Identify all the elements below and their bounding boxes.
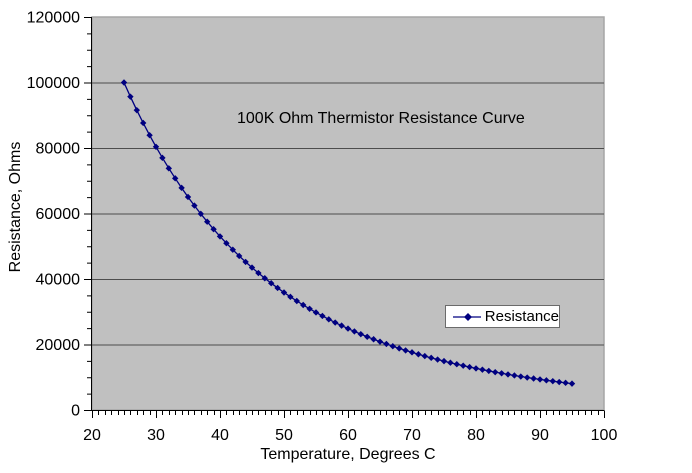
svg-text:60: 60 bbox=[339, 427, 357, 444]
axis-ticks bbox=[84, 17, 605, 418]
svg-text:30: 30 bbox=[147, 427, 165, 444]
legend-series-marker-icon bbox=[453, 312, 481, 321]
svg-text:80000: 80000 bbox=[36, 141, 81, 158]
svg-text:60000: 60000 bbox=[36, 206, 81, 223]
svg-text:100: 100 bbox=[591, 427, 618, 444]
x-tick-labels: 20 30 40 50 60 70 80 90 100 bbox=[83, 427, 617, 444]
legend-label: Resistance bbox=[484, 308, 559, 325]
y-gridlines bbox=[92, 82, 604, 346]
svg-text:50: 50 bbox=[275, 427, 293, 444]
svg-text:40000: 40000 bbox=[36, 272, 81, 289]
svg-text:90: 90 bbox=[531, 427, 549, 444]
svg-text:70: 70 bbox=[403, 427, 421, 444]
svg-text:120000: 120000 bbox=[27, 10, 80, 27]
x-axis-title: Temperature, Degrees C bbox=[260, 446, 436, 463]
chart-title: 100K Ohm Thermistor Resistance Curve bbox=[237, 110, 525, 127]
y-axis-title: Resistance, Ohms bbox=[7, 141, 24, 273]
resistance-data-point-markers bbox=[120, 79, 576, 387]
svg-text:80: 80 bbox=[467, 427, 485, 444]
svg-text:20000: 20000 bbox=[36, 337, 81, 354]
svg-text:20: 20 bbox=[83, 427, 101, 444]
svg-text:100000: 100000 bbox=[27, 75, 80, 92]
svg-text:0: 0 bbox=[71, 403, 80, 420]
legend: Resistance bbox=[445, 305, 560, 328]
y-tick-labels: 0 20000 40000 60000 80000 100000 120000 bbox=[27, 10, 80, 420]
svg-text:40: 40 bbox=[211, 427, 229, 444]
